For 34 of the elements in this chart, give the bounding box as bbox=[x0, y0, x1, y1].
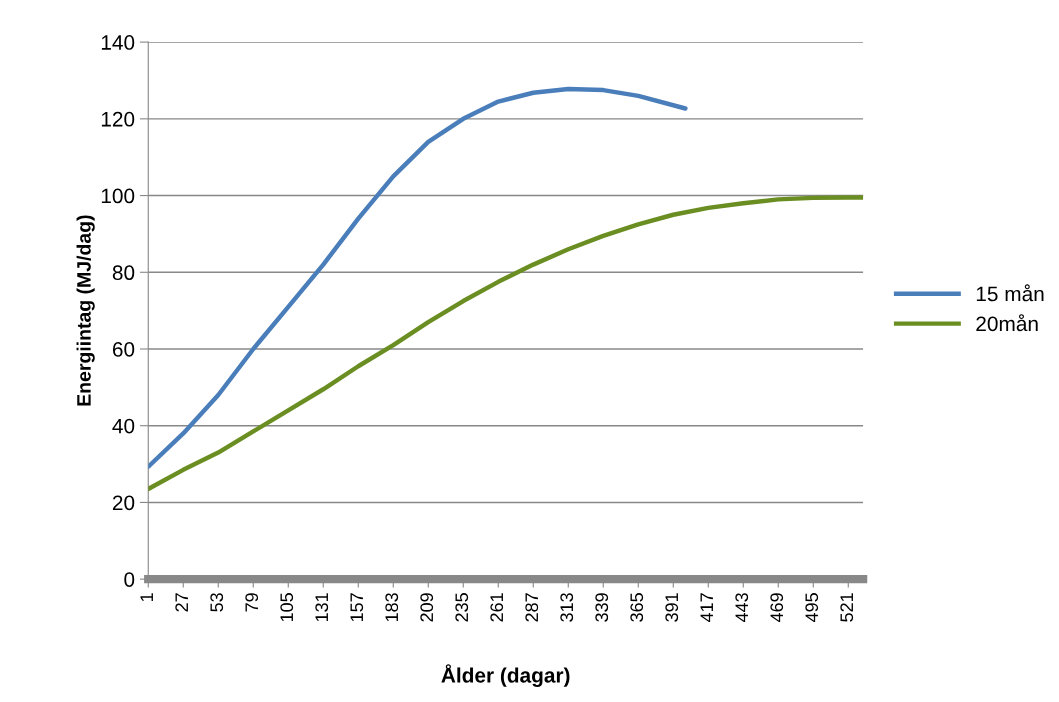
x-tick-label: 313 bbox=[560, 593, 574, 622]
line-series bbox=[148, 86, 688, 469]
x-tick-label: 105 bbox=[280, 593, 294, 622]
x-tick-label: 261 bbox=[490, 593, 504, 622]
y-tick-label: 100 bbox=[101, 188, 135, 204]
x-tick-label: 365 bbox=[630, 593, 644, 622]
y-tick-label: 20 bbox=[112, 495, 135, 511]
x-tick-label: 79 bbox=[245, 593, 259, 612]
x-tick-label: 469 bbox=[770, 593, 784, 623]
x-tick-label: 339 bbox=[595, 593, 609, 622]
x-tick-label: 443 bbox=[735, 593, 749, 623]
x-tick-label: 183 bbox=[385, 593, 399, 622]
y-tick-label: 0 bbox=[124, 572, 135, 587]
x-tick-label: 1 bbox=[140, 593, 153, 602]
legend-label: 15 mån bbox=[976, 284, 1044, 302]
y-tick-label: 120 bbox=[101, 111, 135, 127]
y-axis-title: Energiintag (MJ/dag) bbox=[76, 215, 95, 406]
x-tick-label: 287 bbox=[525, 593, 539, 622]
x-tick-label: 53 bbox=[210, 593, 224, 612]
x-tick-label: 27 bbox=[175, 593, 188, 612]
y-tick-label: 140 bbox=[101, 35, 135, 50]
x-axis-title: Ålder (dagar) bbox=[441, 664, 570, 687]
y-tick-label: 60 bbox=[112, 342, 135, 357]
x-tick-label: 209 bbox=[420, 593, 434, 622]
x-tick-label: 235 bbox=[455, 593, 469, 622]
x-tick-label: 521 bbox=[840, 593, 854, 622]
x-tick-label: 495 bbox=[805, 593, 819, 623]
legend-label: 20mån bbox=[976, 314, 1038, 332]
x-tick-label: 131 bbox=[315, 593, 329, 622]
x-tick-label: 391 bbox=[665, 593, 679, 622]
y-tick-label: 80 bbox=[112, 265, 135, 281]
x-tick-label: 157 bbox=[350, 593, 364, 622]
y-tick-label: 40 bbox=[112, 418, 135, 434]
x-tick-label: 417 bbox=[700, 593, 713, 623]
